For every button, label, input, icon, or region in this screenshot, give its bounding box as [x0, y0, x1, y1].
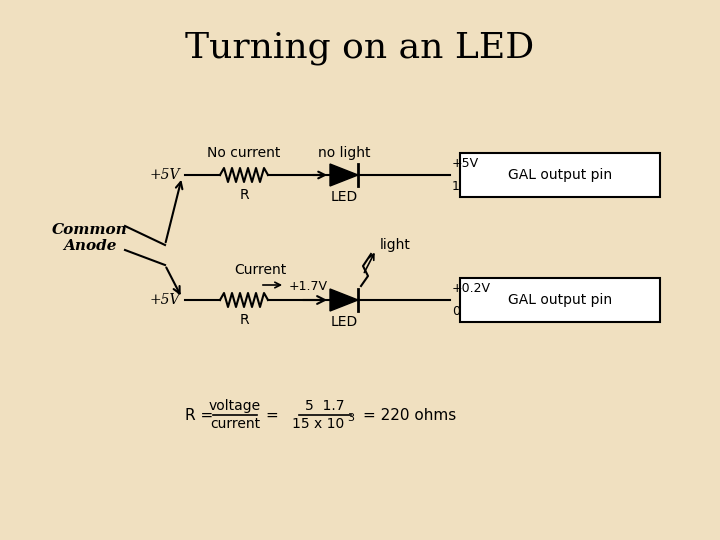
- Polygon shape: [330, 164, 358, 186]
- Text: voltage: voltage: [209, 399, 261, 413]
- Text: Turning on an LED: Turning on an LED: [185, 31, 535, 65]
- Text: 5  1.7: 5 1.7: [305, 399, 345, 413]
- Text: Common
Anode: Common Anode: [52, 223, 128, 253]
- Text: No current: No current: [207, 146, 281, 160]
- Text: 1: 1: [452, 180, 460, 193]
- Text: +5V: +5V: [150, 168, 180, 182]
- Text: LED: LED: [330, 315, 358, 329]
- Text: 3: 3: [347, 413, 354, 423]
- Text: +5V: +5V: [452, 157, 479, 170]
- Text: =: =: [265, 408, 278, 422]
- Text: light: light: [380, 238, 411, 252]
- Text: GAL output pin: GAL output pin: [508, 293, 612, 307]
- Text: no light: no light: [318, 146, 370, 160]
- Text: GAL output pin: GAL output pin: [508, 168, 612, 182]
- Text: +5V: +5V: [150, 293, 180, 307]
- Text: LED: LED: [330, 190, 358, 204]
- Text: 0: 0: [452, 305, 460, 318]
- Text: R =: R =: [185, 408, 218, 422]
- Text: +1.7V: +1.7V: [289, 280, 328, 293]
- Text: 15 x 10: 15 x 10: [292, 417, 344, 431]
- Text: R: R: [239, 188, 249, 202]
- Text: +0.2V: +0.2V: [452, 282, 491, 295]
- Text: R: R: [239, 313, 249, 327]
- Polygon shape: [330, 289, 358, 311]
- Text: current: current: [210, 417, 260, 431]
- Bar: [460, 153, 660, 197]
- Bar: [460, 278, 660, 322]
- Text: = 220 ohms: = 220 ohms: [363, 408, 456, 422]
- Text: Current: Current: [234, 263, 286, 277]
